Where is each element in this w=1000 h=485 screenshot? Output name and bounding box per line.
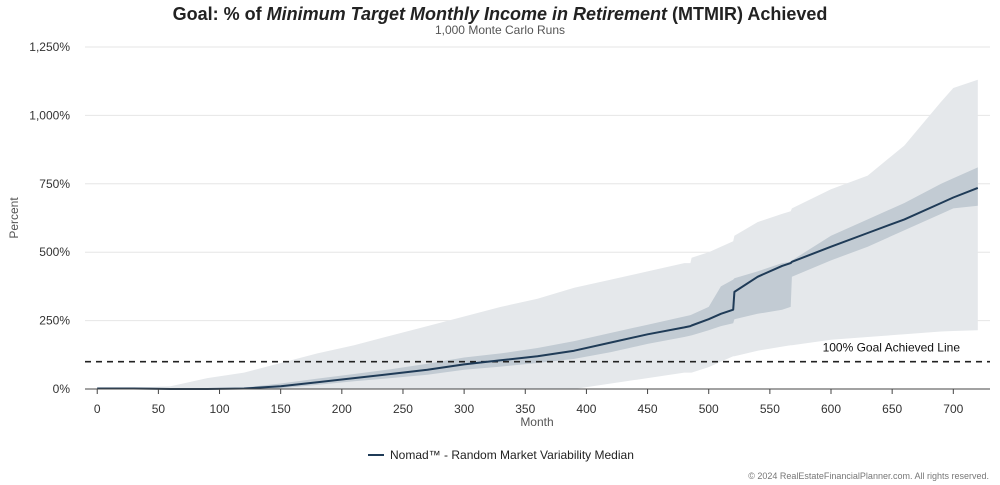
y-tick-label-0: 0% <box>53 382 71 396</box>
x-tick-label-600: 600 <box>821 402 841 416</box>
x-tick-label-350: 350 <box>515 402 535 416</box>
x-tick-label-150: 150 <box>271 402 291 416</box>
band-layer <box>97 79 978 390</box>
copyright-text: © 2024 RealEstateFinancialPlanner.com. A… <box>748 471 989 481</box>
line-layer <box>97 186 979 390</box>
y-tick-label-1000: 1,000% <box>29 108 70 122</box>
median-series-line <box>97 186 979 390</box>
chart-title: Goal: % of Minimum Target Monthly Income… <box>173 4 828 24</box>
x-tick-label-200: 200 <box>332 402 352 416</box>
y-tick-label-750: 750% <box>39 177 70 191</box>
chart-subtitle: 1,000 Monte Carlo Runs <box>435 23 565 37</box>
reference-layer: 100% Goal Achieved Line <box>85 341 990 363</box>
x-tick-label-300: 300 <box>454 402 474 416</box>
goal-achieved-label: 100% Goal Achieved Line <box>823 341 961 355</box>
x-tick-label-650: 650 <box>882 402 902 416</box>
x-tick-label-400: 400 <box>576 402 596 416</box>
axis-layer: 0% 250% 500% 750% 1,000% 1,250% 0 50 100 150 200 25… <box>29 40 990 416</box>
x-tick-label-100: 100 <box>210 402 230 416</box>
x-tick-label-550: 550 <box>760 402 780 416</box>
x-axis-label: Month <box>520 415 553 429</box>
title-part-0: Goal: % of <box>173 4 267 24</box>
title-part-1: Minimum Target Monthly Income in Retirem… <box>267 4 668 24</box>
x-tick-label-450: 450 <box>638 402 658 416</box>
legend-label: Nomad™ - Random Market Variability Media… <box>390 448 634 462</box>
y-tick-label-1250: 1,250% <box>29 40 70 54</box>
x-tick-label-50: 50 <box>152 402 166 416</box>
x-tick-label-500: 500 <box>699 402 719 416</box>
y-tick-label-500: 500% <box>39 245 70 259</box>
x-tick-label-0: 0 <box>94 402 101 416</box>
y-tick-label-250: 250% <box>39 314 70 328</box>
x-tick-label-700: 700 <box>943 402 963 416</box>
title-part-2: (MTMIR) Achieved <box>667 4 827 24</box>
y-axis-label: Percent <box>7 197 21 239</box>
x-tick-label-250: 250 <box>393 402 413 416</box>
legend[interactable]: Nomad™ - Random Market Variability Media… <box>368 448 634 462</box>
